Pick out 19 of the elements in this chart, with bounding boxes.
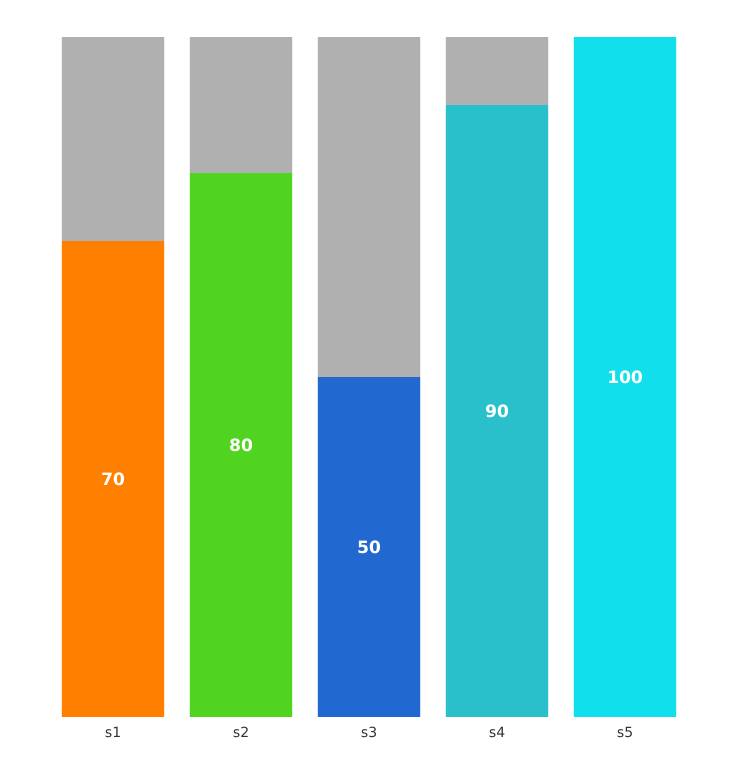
bar: [62, 37, 164, 241]
data-label: 90: [485, 402, 509, 422]
data-label: 70: [101, 470, 125, 490]
bar: [190, 173, 292, 717]
x-tick-label: s3: [360, 724, 378, 741]
bar: [318, 377, 420, 717]
bar: [318, 37, 420, 377]
bar: [446, 105, 548, 717]
x-tick-label: s1: [104, 724, 122, 741]
bar: [190, 37, 292, 173]
x-tick-label: s5: [616, 724, 634, 741]
data-label: 50: [357, 538, 381, 558]
x-tick-label: s4: [488, 724, 506, 741]
data-label: 100: [607, 368, 643, 388]
x-tick-label: s2: [232, 724, 250, 741]
bar: [574, 37, 676, 717]
bar: [62, 241, 164, 717]
data-label: 80: [229, 436, 253, 456]
bar: [446, 37, 548, 105]
